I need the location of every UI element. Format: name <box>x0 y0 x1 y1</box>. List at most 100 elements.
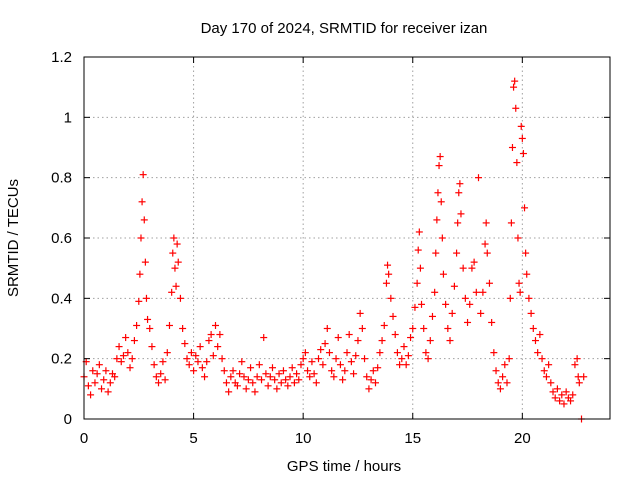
data-point <box>540 367 548 375</box>
data-point <box>339 376 347 384</box>
data-point <box>444 325 452 332</box>
data-point <box>483 249 491 257</box>
data-point <box>308 358 316 366</box>
data-point <box>185 361 193 369</box>
data-point <box>562 388 570 396</box>
data-point <box>345 331 353 339</box>
data-point <box>523 270 531 278</box>
data-point <box>262 370 270 378</box>
y-tick-label: 1.2 <box>51 49 72 66</box>
data-point <box>506 294 514 302</box>
y-tick-label: 1 <box>64 109 72 126</box>
data-point <box>128 355 136 363</box>
data-point <box>142 294 150 302</box>
data-point <box>332 355 340 363</box>
data-point <box>198 364 206 372</box>
data-point <box>418 300 426 308</box>
data-point <box>124 349 132 357</box>
data-point <box>293 370 301 378</box>
data-point <box>385 270 393 278</box>
data-point <box>490 349 498 357</box>
data-point <box>179 325 187 332</box>
data-point <box>212 321 219 329</box>
data-point <box>130 337 138 345</box>
data-point <box>402 361 410 369</box>
data-point <box>424 355 432 363</box>
data-point <box>209 352 217 360</box>
y-tick-label: 0.2 <box>51 351 72 368</box>
data-point <box>485 279 493 287</box>
data-point <box>304 367 312 375</box>
data-point <box>115 343 123 351</box>
data-point <box>152 373 160 381</box>
data-point <box>510 83 518 91</box>
data-point <box>414 246 422 254</box>
data-point <box>323 325 331 332</box>
data-point <box>461 294 469 302</box>
data-point <box>319 361 327 369</box>
data-point <box>464 318 472 326</box>
data-point <box>249 379 257 387</box>
data-point <box>420 325 428 332</box>
data-point <box>472 288 480 296</box>
data-point <box>513 159 521 167</box>
data-point <box>251 388 259 396</box>
data-point <box>435 162 443 170</box>
data-point <box>352 352 360 360</box>
data-point <box>169 249 177 257</box>
data-point <box>238 358 246 366</box>
data-point <box>354 337 362 345</box>
x-tick-label: 15 <box>404 430 421 447</box>
data-point <box>163 349 171 357</box>
data-point <box>350 370 358 378</box>
data-point <box>192 352 200 360</box>
data-points <box>80 77 588 423</box>
data-point <box>111 373 119 381</box>
data-point <box>222 379 230 387</box>
data-point <box>378 337 386 345</box>
data-point <box>148 343 156 351</box>
data-point <box>428 312 436 320</box>
data-point <box>286 373 294 381</box>
data-point <box>531 337 539 345</box>
data-point <box>361 355 369 363</box>
data-point <box>104 388 112 396</box>
data-point <box>258 376 266 384</box>
data-point <box>415 228 423 236</box>
data-point <box>273 385 281 393</box>
x-tick-label: 20 <box>514 430 531 447</box>
data-point <box>146 325 154 332</box>
data-point <box>501 361 509 369</box>
data-point <box>139 171 147 179</box>
data-point <box>553 385 561 393</box>
data-point <box>229 367 237 375</box>
data-point <box>514 234 522 242</box>
data-point <box>547 379 555 387</box>
data-point <box>416 264 424 272</box>
data-point <box>171 264 179 272</box>
data-point <box>448 309 456 317</box>
data-point <box>404 352 412 360</box>
data-point <box>157 370 165 378</box>
data-point <box>87 391 95 399</box>
data-point <box>494 379 502 387</box>
data-point <box>466 300 474 308</box>
data-point <box>233 382 241 390</box>
data-point <box>454 219 462 227</box>
data-point <box>106 379 114 387</box>
data-point <box>525 294 533 302</box>
chart-title: Day 170 of 2024, SRMTID for receiver iza… <box>201 20 488 37</box>
data-point <box>334 334 342 342</box>
data-point <box>573 355 581 363</box>
data-point <box>150 361 158 369</box>
data-point <box>413 279 421 287</box>
data-point <box>306 373 314 381</box>
data-point <box>517 122 525 130</box>
data-point <box>470 258 478 266</box>
data-point <box>560 400 568 408</box>
data-point <box>268 364 276 372</box>
data-point <box>369 367 377 375</box>
data-point <box>225 388 233 396</box>
data-point <box>187 349 195 357</box>
data-point <box>426 337 434 345</box>
